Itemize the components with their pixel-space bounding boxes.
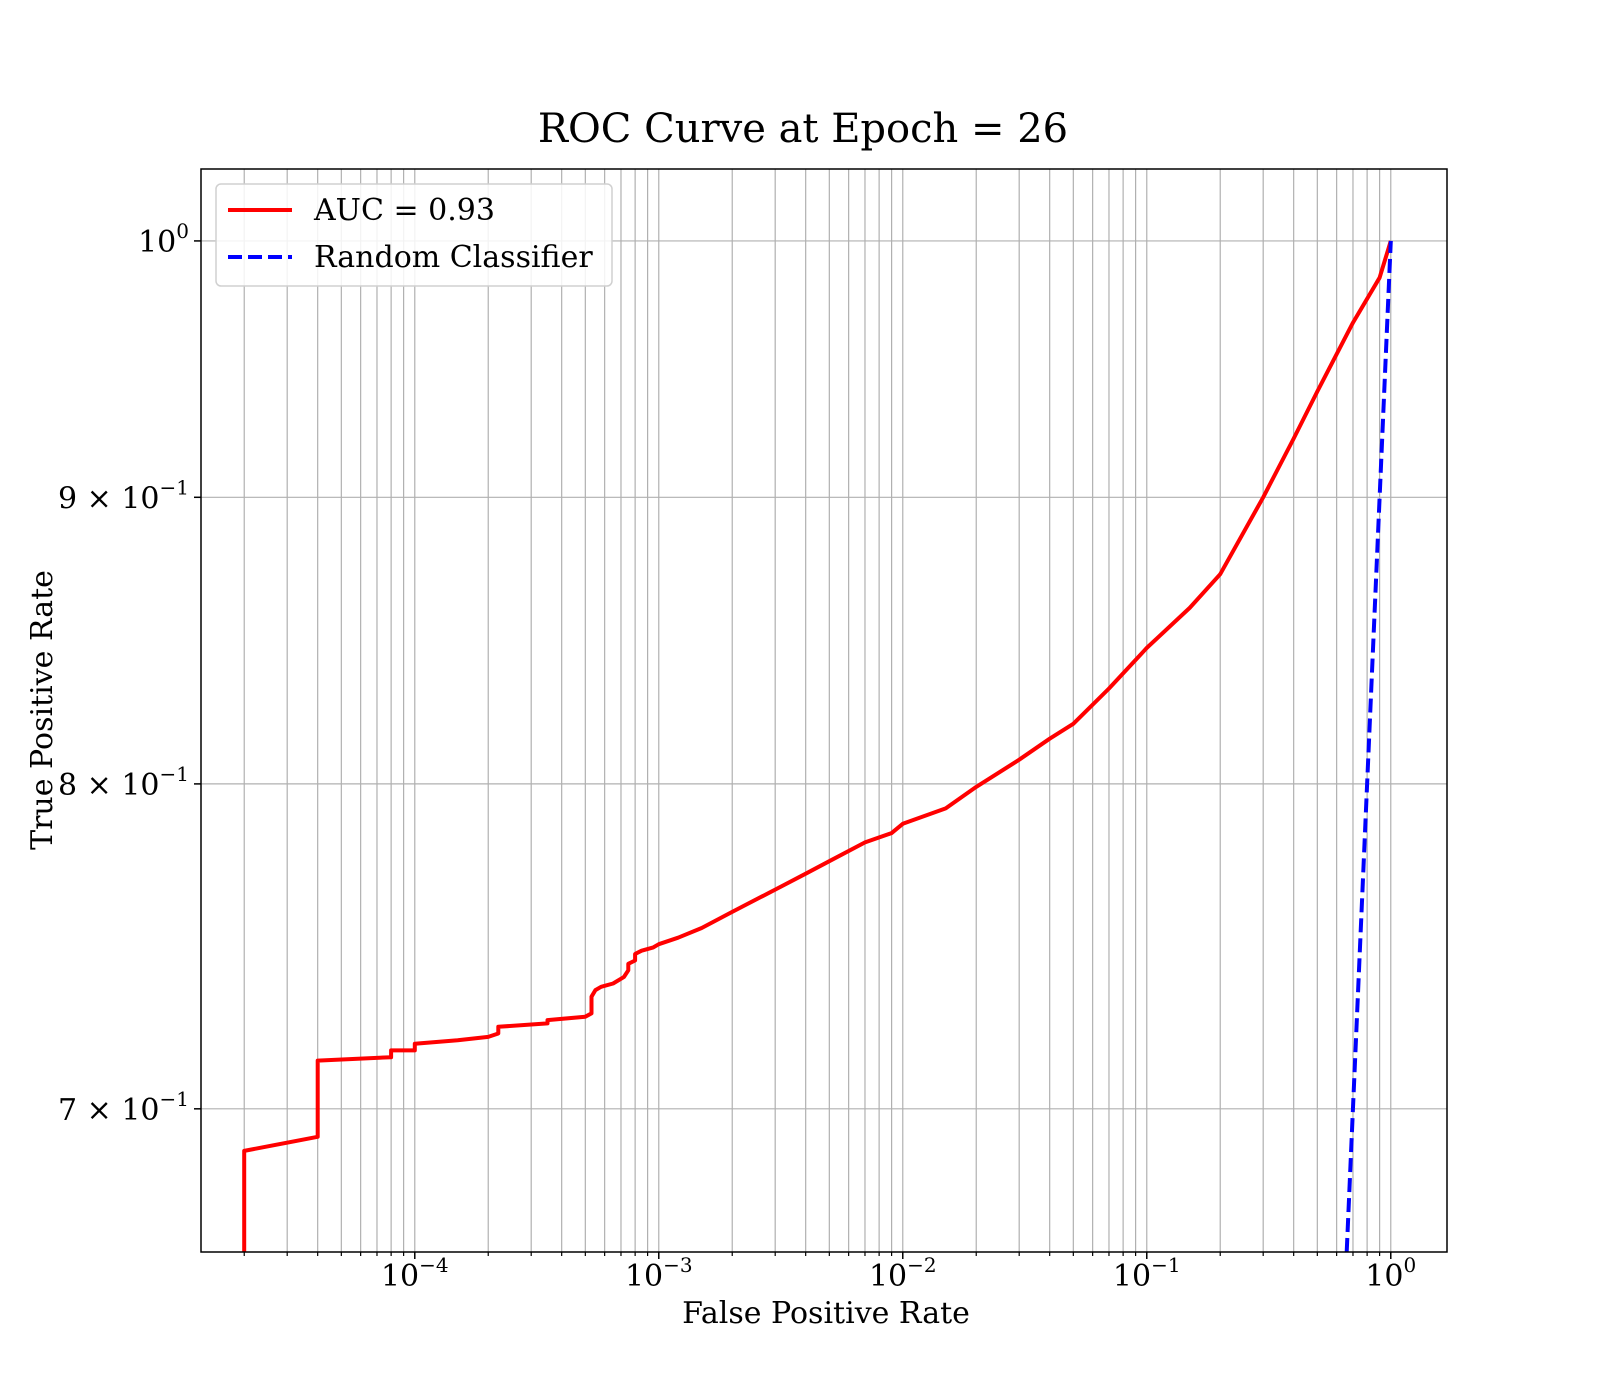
x-axis-label: False Positive Rate	[682, 1296, 970, 1331]
x-tick-label: 100	[1365, 1253, 1416, 1294]
legend-label-auc: AUC = 0.93	[313, 193, 495, 228]
y-tick-label: 7 × 10−1	[58, 1087, 189, 1128]
grid	[201, 169, 1447, 1252]
y-tick-label: 8 × 10−1	[58, 762, 189, 803]
y-tick-label: 9 × 10−1	[58, 475, 189, 516]
x-tick-label: 10−1	[1113, 1253, 1181, 1294]
x-tick-label: 10−2	[869, 1253, 937, 1294]
plot-series	[242, 240, 1393, 1252]
roc-curve-line	[242, 240, 1393, 1252]
x-tick-label: 10−4	[381, 1253, 449, 1294]
chart-title: ROC Curve at Epoch = 26	[538, 106, 1068, 152]
random-classifier-line	[1344, 240, 1393, 1252]
legend-label-random: Random Classifier	[314, 240, 593, 275]
axis-ticks: 10−4 10−3 10−2 10−1 100 7 × 10−1 8 × 10−1 9 × 1…	[58, 219, 1416, 1294]
plot-area-frame	[200, 168, 1448, 1253]
legend: AUC = 0.93 Random Classifier	[215, 183, 613, 287]
y-axis-label: True Positive Rate	[25, 570, 60, 850]
y-tick-label: 100	[138, 219, 189, 260]
legend-box	[215, 183, 613, 287]
x-tick-label: 10−3	[625, 1253, 693, 1294]
